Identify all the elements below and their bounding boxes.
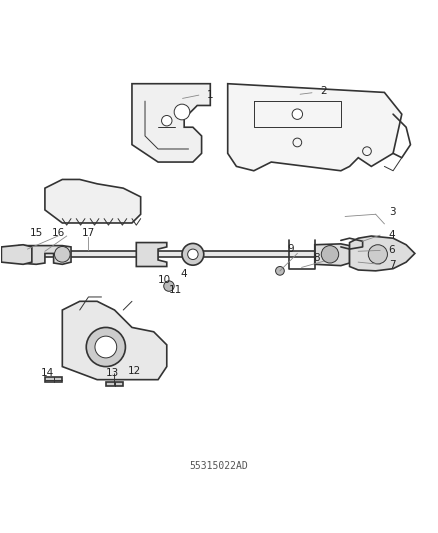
Text: 7: 7: [389, 260, 396, 270]
Text: 9: 9: [287, 244, 294, 254]
Circle shape: [162, 116, 172, 126]
Circle shape: [86, 327, 125, 367]
Circle shape: [187, 249, 198, 260]
Circle shape: [164, 281, 174, 292]
Polygon shape: [45, 377, 62, 382]
Text: 13: 13: [106, 368, 119, 378]
Text: 12: 12: [127, 366, 141, 376]
Text: 14: 14: [40, 368, 54, 378]
Text: 2: 2: [320, 86, 327, 96]
Text: 15: 15: [30, 228, 43, 238]
Circle shape: [321, 246, 339, 263]
Polygon shape: [228, 84, 402, 171]
Text: 6: 6: [389, 245, 396, 255]
Text: 4: 4: [389, 230, 396, 240]
Polygon shape: [62, 301, 167, 379]
Polygon shape: [19, 246, 71, 264]
Text: 1: 1: [207, 90, 214, 100]
Polygon shape: [1, 245, 32, 264]
Polygon shape: [136, 243, 167, 266]
Circle shape: [95, 336, 117, 358]
Polygon shape: [19, 251, 402, 257]
Circle shape: [368, 245, 388, 264]
Text: 3: 3: [389, 207, 396, 217]
Circle shape: [292, 109, 303, 119]
Polygon shape: [106, 382, 123, 386]
Text: 8: 8: [314, 253, 320, 263]
Circle shape: [174, 104, 190, 120]
Polygon shape: [132, 84, 210, 162]
Text: 4: 4: [181, 269, 187, 279]
Polygon shape: [350, 236, 415, 271]
Text: 10: 10: [158, 276, 171, 286]
Circle shape: [276, 266, 284, 275]
Text: 16: 16: [51, 228, 64, 238]
Polygon shape: [45, 180, 141, 223]
Text: 17: 17: [82, 228, 95, 238]
Circle shape: [54, 246, 70, 262]
Text: 55315022AD: 55315022AD: [190, 461, 248, 471]
Circle shape: [182, 244, 204, 265]
Polygon shape: [315, 244, 350, 265]
Text: 11: 11: [169, 286, 182, 295]
